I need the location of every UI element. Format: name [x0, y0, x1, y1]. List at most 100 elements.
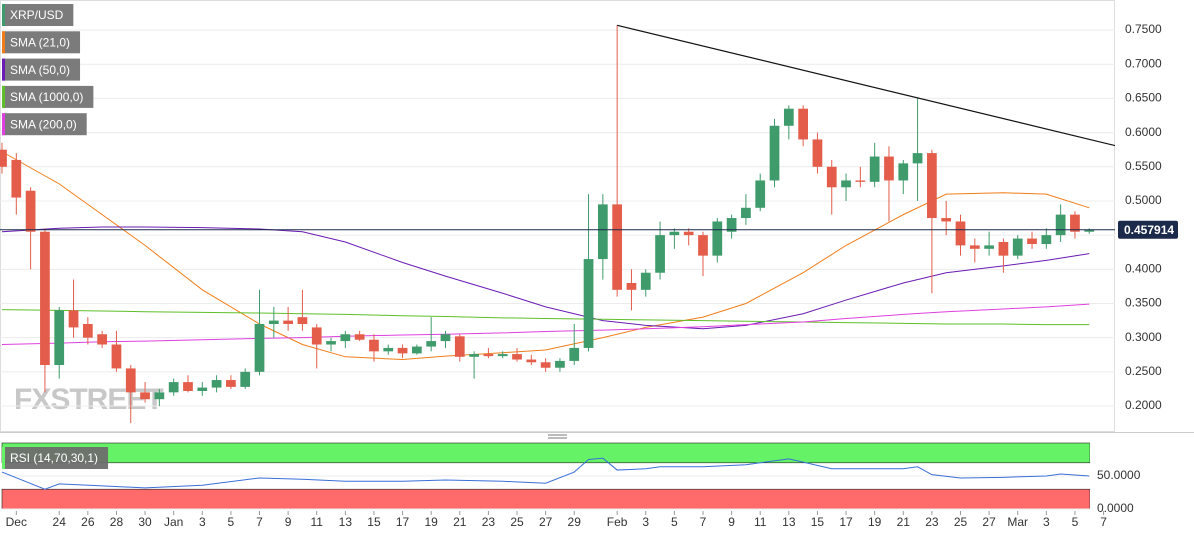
candle-body	[354, 334, 365, 340]
candle-body	[655, 235, 665, 273]
resize-handle[interactable]	[548, 434, 567, 439]
y-tick-label: 0.7000	[1125, 56, 1162, 70]
x-tick-label: Jan	[164, 515, 183, 529]
x-tick-label: 28	[110, 515, 124, 529]
candle-body	[326, 341, 336, 345]
x-tick-label: 27	[539, 515, 553, 529]
x-tick-label: Mar	[1007, 515, 1028, 529]
legend-item: XRP/USD	[2, 4, 74, 26]
candle-body	[812, 139, 823, 167]
overlay: 0.20000.25000.30000.35000.40000.45000.50…	[2, 4, 1178, 529]
y-tick-label: 0.7500	[1125, 22, 1162, 36]
rsi-legend-box	[2, 447, 109, 469]
y-tick-label: 0.6000	[1125, 125, 1162, 139]
x-tick-label: 9	[728, 515, 735, 529]
candle-body	[68, 310, 79, 328]
candle-body	[240, 371, 251, 387]
legend-box	[2, 4, 74, 26]
candle-body	[741, 207, 751, 219]
candle-body	[1084, 229, 1095, 232]
x-tick-label: 7	[1100, 515, 1107, 529]
candle-body	[440, 334, 451, 342]
candle-body	[97, 334, 108, 345]
candle-body	[912, 153, 923, 164]
y-tick-label: 0.4000	[1125, 261, 1162, 275]
candle-body	[1070, 214, 1080, 232]
last-price-label: 0.457914	[1124, 223, 1174, 237]
legend-swatch	[2, 58, 5, 81]
candle-body	[268, 320, 279, 324]
x-tick-label: 27	[982, 515, 996, 529]
x-tick-label: 3	[642, 515, 649, 529]
rsi-y-tick-label: 0.0000	[1097, 501, 1134, 515]
candle-body	[526, 359, 537, 363]
legend-label: SMA (1000,0)	[10, 90, 83, 104]
candle-body	[211, 380, 222, 388]
candle-body	[1055, 214, 1066, 236]
x-tick-label: 7	[256, 515, 263, 529]
sma-line	[1, 226, 1090, 330]
x-tick-label: 29	[568, 515, 582, 529]
x-tick-label: Feb	[607, 515, 628, 529]
legend-swatch	[2, 4, 5, 26]
x-tick-label: 21	[897, 515, 911, 529]
legend-item: SMA (200,0)	[2, 113, 87, 136]
candle-body	[340, 334, 351, 342]
x-tick-label: 3	[199, 515, 206, 529]
candle-body	[755, 180, 766, 208]
candle-body	[597, 204, 608, 260]
legend-label: SMA (21,0)	[10, 35, 70, 49]
rsi-y-tick-label: 50.0000	[1097, 468, 1141, 482]
x-tick-label: 13	[782, 515, 796, 529]
candle-body	[955, 221, 966, 246]
candle-body	[998, 241, 1009, 256]
x-tick-label: 25	[954, 515, 968, 529]
rsi-legend-swatch	[2, 447, 5, 469]
y-tick-label: 0.3000	[1125, 330, 1162, 344]
rsi-legend: RSI (14,70,30,1)	[2, 447, 109, 469]
candle-body	[555, 360, 565, 368]
candle-body	[583, 259, 594, 348]
y-tick-label: 0.2000	[1125, 398, 1162, 412]
x-tick-label: 21	[453, 515, 467, 529]
candle-body	[712, 221, 723, 256]
candle-body	[540, 362, 551, 368]
candle-body	[626, 282, 637, 290]
candle-body	[426, 341, 437, 347]
x-tick-label: 15	[811, 515, 825, 529]
rsi-legend-label: RSI (14,70,30,1)	[10, 451, 98, 465]
candle-body	[454, 336, 465, 357]
candle-body	[669, 231, 680, 236]
candle-body	[855, 180, 866, 182]
x-tick-label: 13	[339, 515, 353, 529]
candle-body	[125, 368, 136, 393]
x-tick-label: 19	[868, 515, 882, 529]
candle-body	[683, 231, 694, 236]
last-price-box	[1118, 220, 1178, 239]
y-tick-label: 0.2500	[1125, 364, 1162, 378]
legend-box	[2, 85, 94, 108]
trendline	[617, 24, 1115, 147]
x-tick-label: 5	[228, 515, 235, 529]
candle-body	[1012, 238, 1023, 256]
candle-body	[884, 156, 894, 181]
candle-body	[197, 387, 208, 391]
x-tick-label: 26	[81, 515, 95, 529]
candle-body	[512, 354, 522, 360]
plot-frame	[0, 0, 1115, 432]
x-tick-label: 3	[1043, 515, 1050, 529]
candle-body	[283, 320, 293, 324]
x-tick-label: 23	[482, 515, 496, 529]
candle-body	[82, 324, 93, 338]
x-tick-label: 7	[700, 515, 707, 529]
x-tick-label: 11	[754, 515, 767, 529]
legend-label: SMA (50,0)	[10, 63, 70, 77]
y-tick-label: 0.5500	[1125, 159, 1162, 173]
x-tick-label: 5	[671, 515, 678, 529]
candle-body	[783, 108, 794, 126]
candle-body	[698, 235, 708, 256]
legend-box	[2, 113, 87, 136]
candle-body	[497, 354, 508, 357]
x-tick-label: 19	[424, 515, 438, 529]
